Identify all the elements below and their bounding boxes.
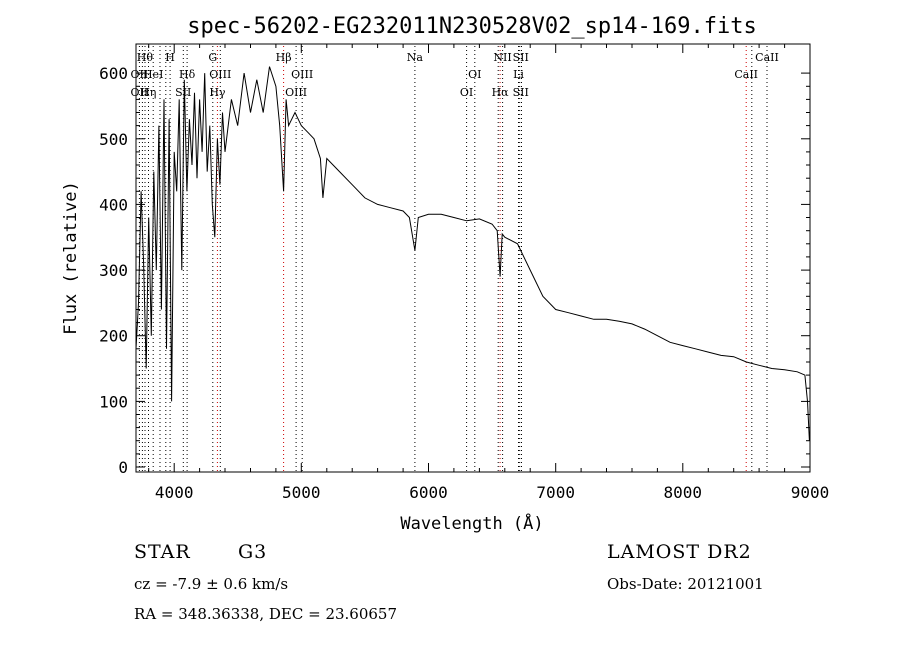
line-label: HeI bbox=[143, 68, 163, 81]
line-label: CaII bbox=[734, 68, 758, 81]
line-label: OIII bbox=[209, 68, 231, 81]
y-tick-label: 200 bbox=[99, 327, 128, 346]
line-label: OIII bbox=[285, 86, 307, 99]
y-tick-label: 100 bbox=[99, 392, 128, 411]
x-axis: 4000 5000 6000 7000 8000 9000 bbox=[148, 44, 830, 502]
line-label: Hβ bbox=[276, 51, 292, 64]
line-label: SII bbox=[175, 86, 191, 99]
line-label: OI bbox=[468, 68, 481, 81]
y-tick-label: 600 bbox=[99, 64, 128, 83]
line-label: H bbox=[165, 51, 175, 64]
line-label: Hδ bbox=[179, 68, 196, 81]
object-class: STAR bbox=[134, 541, 191, 563]
x-tick-label: 6000 bbox=[409, 483, 448, 502]
line-label: Na bbox=[407, 51, 424, 64]
line-label: Hγ bbox=[209, 86, 226, 99]
x-axis-label: Wavelength (Å) bbox=[400, 512, 543, 534]
chart-title: spec-56202-EG232011N230528V02_sp14-169.f… bbox=[187, 14, 757, 39]
redshift-readout: cz = -7.9 ± 0.6 km/s bbox=[134, 575, 289, 593]
line-label: Hη bbox=[140, 86, 156, 99]
x-tick-label: 8000 bbox=[664, 483, 703, 502]
line-label: OI bbox=[460, 86, 473, 99]
line-label: Hα bbox=[492, 86, 510, 99]
x-tick-label: 9000 bbox=[791, 483, 830, 502]
line-label: G bbox=[208, 51, 217, 64]
line-label: CaII bbox=[755, 51, 779, 64]
line-label: SII bbox=[513, 51, 529, 64]
line-label: OII bbox=[131, 68, 149, 81]
y-tick-label: 300 bbox=[99, 261, 128, 280]
y-tick-label: 500 bbox=[99, 130, 128, 149]
x-tick-label: 7000 bbox=[536, 483, 575, 502]
line-label: SII bbox=[513, 86, 529, 99]
line-label: Li bbox=[513, 68, 524, 81]
y-tick-label: 400 bbox=[99, 195, 128, 214]
line-label: Hθ bbox=[137, 51, 154, 64]
plot-frame bbox=[135, 43, 811, 473]
survey-name: LAMOST DR2 bbox=[607, 541, 752, 563]
object-subclass: G3 bbox=[238, 541, 268, 563]
line-label: OIII bbox=[291, 68, 313, 81]
x-tick-label: 4000 bbox=[155, 483, 194, 502]
y-axis: 0 100 200 300 400 500 600 bbox=[99, 64, 810, 477]
y-axis-label: Flux (relative) bbox=[61, 181, 81, 335]
x-tick-label: 5000 bbox=[282, 483, 321, 502]
coordinates: RA = 348.36338, DEC = 23.60657 bbox=[134, 605, 398, 623]
line-label: OII bbox=[131, 86, 149, 99]
y-tick-label: 0 bbox=[118, 458, 128, 477]
obs-date: Obs-Date: 20121001 bbox=[607, 575, 764, 593]
spectrum-line bbox=[135, 66, 810, 441]
line-label: NII bbox=[493, 51, 511, 64]
